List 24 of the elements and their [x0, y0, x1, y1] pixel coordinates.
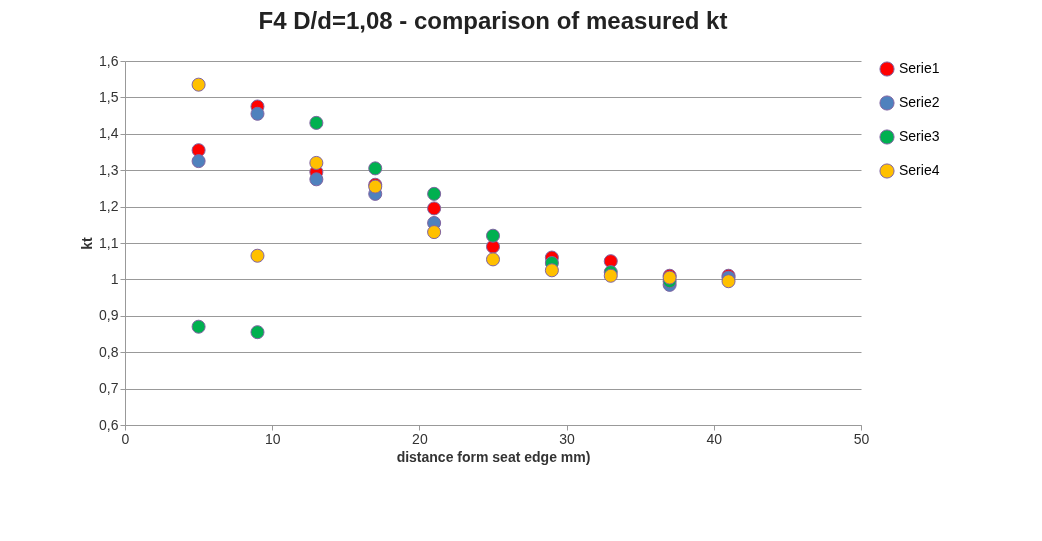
x-tick-label: 30	[559, 430, 576, 447]
x-tick-label: 0	[121, 430, 130, 447]
y-tick-label: 1,1	[99, 234, 119, 251]
y-tick-label: 1,6	[99, 52, 119, 69]
x-axis-title: distance form seat edge mm)	[396, 448, 591, 465]
y-tick-label: 0,8	[99, 343, 119, 360]
x-tick-label: 50	[853, 430, 870, 447]
y-axis-title: kt	[79, 236, 96, 250]
x-tick-label: 10	[264, 430, 281, 447]
y-tick-label: 0,7	[99, 380, 119, 397]
chart-title: F4 D/d=1,08 - comparison of measured kt	[258, 7, 728, 34]
legend-label: Serie1	[899, 60, 940, 76]
legend-label: Serie2	[899, 94, 940, 110]
y-tick-label: 1,3	[99, 161, 119, 178]
legend-label: Serie4	[899, 162, 940, 178]
y-tick-label: 1,5	[99, 88, 119, 105]
y-tick-label: 0,6	[99, 416, 119, 433]
y-tick-label: 1,4	[99, 125, 119, 142]
y-tick-label: 1	[110, 270, 119, 287]
x-tick-label: 40	[706, 430, 723, 447]
y-tick-label: 0,9	[99, 307, 119, 324]
y-tick-label: 1,2	[99, 198, 119, 215]
legend-label: Serie3	[899, 128, 940, 144]
x-tick-label: 20	[412, 430, 428, 447]
